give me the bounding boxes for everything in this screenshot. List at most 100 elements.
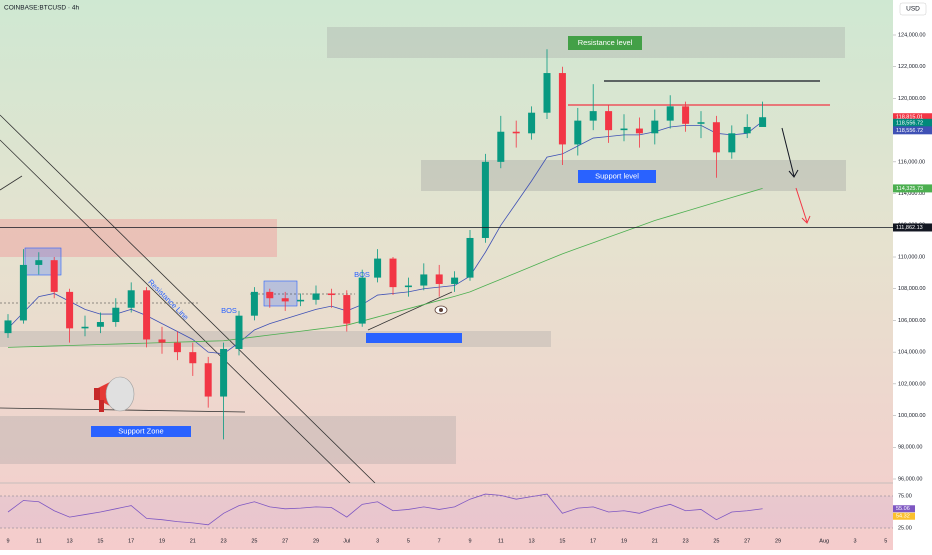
- annotation: Support level: [595, 171, 639, 180]
- megaphone-icon: [94, 376, 135, 412]
- x-tick-label: 27: [744, 538, 750, 544]
- candle-body: [189, 352, 197, 364]
- x-tick-label: 11: [498, 538, 504, 544]
- candle-body: [312, 293, 320, 300]
- arrow: [781, 127, 799, 178]
- price-tag: [893, 126, 932, 135]
- candle-body: [96, 322, 104, 327]
- candle-body: [389, 258, 397, 288]
- x-tick-label: 27: [282, 538, 288, 544]
- candle-body: [435, 274, 443, 284]
- price-tag: [893, 184, 932, 193]
- candle-body: [528, 112, 536, 134]
- price-tag-label: 111,862.13: [896, 225, 923, 231]
- candle-body: [4, 320, 12, 334]
- rsi-tick-label: 25.00: [898, 525, 912, 531]
- y-tick-label: 114,000.00: [898, 191, 925, 197]
- label-box: [578, 170, 656, 183]
- arrow: [795, 187, 811, 224]
- price-tag: [893, 118, 932, 127]
- candle-body: [666, 106, 674, 121]
- annotation: Resistance level: [578, 38, 633, 47]
- x-tick-label: 5: [884, 538, 887, 544]
- x-tick-label: 21: [190, 538, 196, 544]
- candle-body: [173, 342, 181, 353]
- y-tick-label: 98,000.00: [898, 445, 922, 451]
- label-box: [91, 426, 191, 437]
- x-tick-label: 25: [251, 538, 257, 544]
- candle-body: [743, 126, 751, 134]
- x-tick-label: 5: [407, 538, 410, 544]
- x-tick-label: 9: [468, 538, 471, 544]
- rsi-tag-label: 55.06: [896, 506, 910, 512]
- y-tick-label: 116,000.00: [898, 159, 925, 165]
- price-tag: [893, 223, 932, 232]
- x-tick-label: 3: [376, 538, 379, 544]
- price-tag-label: 118,556.72: [896, 128, 923, 134]
- y-tick-label: 96,000.00: [898, 476, 922, 482]
- eye-pupil: [439, 308, 443, 312]
- candle-body: [143, 290, 151, 340]
- candle-body: [281, 298, 289, 302]
- x-tick-label: 9: [6, 538, 9, 544]
- x-tick-label: 23: [683, 538, 689, 544]
- x-tick-label: 25: [713, 538, 719, 544]
- candle-body: [420, 274, 428, 286]
- support-zone-lower: [0, 416, 456, 464]
- x-tick-label: 19: [621, 538, 627, 544]
- candle-body: [682, 106, 690, 124]
- candle-body: [327, 293, 335, 296]
- background: [0, 0, 893, 550]
- x-tick-label: Aug: [819, 538, 829, 544]
- candle-body: [250, 291, 258, 316]
- candle-body: [466, 237, 474, 278]
- rsi-tick-label: 75.00: [898, 493, 912, 499]
- demand-marker: [366, 333, 462, 343]
- candle-body: [158, 339, 166, 343]
- rsi-tag: [893, 512, 915, 520]
- candle-body: [605, 111, 613, 131]
- candle-body: [50, 260, 58, 292]
- candle-body: [374, 258, 382, 278]
- candle-body: [112, 307, 120, 323]
- candle-body: [728, 133, 736, 153]
- annotation: BOS: [221, 306, 237, 315]
- currency-box: [899, 2, 927, 16]
- price-tag: [893, 113, 932, 122]
- trend-line: [0, 175, 23, 191]
- price-axis-panel: [893, 0, 932, 550]
- y-tick-label: 124,000.00: [898, 32, 926, 38]
- candle-body: [497, 131, 505, 162]
- candle-body: [589, 111, 597, 121]
- candle-body: [712, 122, 720, 153]
- y-tick-label: 102,000.00: [898, 381, 926, 387]
- candle-body: [35, 260, 43, 265]
- annotation: Support Zone: [118, 426, 163, 435]
- candle-body: [297, 299, 305, 302]
- y-tick-label: 104,000.00: [898, 350, 926, 356]
- candle-body: [451, 277, 459, 284]
- currency: USD: [906, 6, 920, 13]
- moving-average: [7, 120, 763, 355]
- candle-body: [635, 128, 643, 134]
- candle-body: [543, 73, 551, 113]
- y-tick-label: 120,000.00: [898, 96, 926, 102]
- x-tick-label: 29: [775, 538, 781, 544]
- candle-body: [558, 73, 566, 145]
- label-box: [568, 36, 642, 50]
- candle-body: [66, 291, 74, 329]
- candle-body: [220, 348, 228, 397]
- candle-body: [651, 120, 659, 134]
- y-tick-label: 122,000.00: [898, 64, 926, 70]
- candle-body: [574, 120, 582, 145]
- price-tag-label: 114,325.73: [896, 186, 923, 192]
- x-tick-label: Jul: [343, 538, 350, 544]
- x-tick-label: 17: [128, 538, 134, 544]
- candle-body: [204, 363, 212, 397]
- candle-body: [81, 326, 89, 329]
- x-tick-label: 13: [67, 538, 73, 544]
- trend-line: [0, 114, 376, 483]
- rsi-band: [0, 496, 893, 528]
- trend-line: [0, 139, 351, 483]
